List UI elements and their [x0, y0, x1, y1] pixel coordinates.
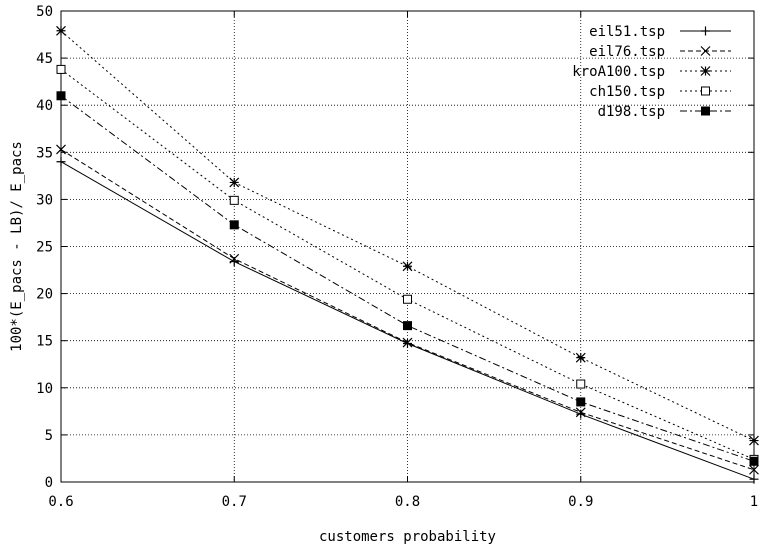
series-line: [60, 149, 755, 471]
data-point: [575, 407, 586, 418]
filled-square-marker: [229, 220, 239, 230]
star-marker: [700, 66, 711, 76]
plus-marker: [576, 409, 586, 419]
y-tick-label: 30: [36, 192, 53, 208]
data-point: [229, 177, 240, 188]
data-point: [749, 435, 759, 446]
y-axis-label: 100*(E_pacs - LB)/ E_pacs: [9, 141, 25, 352]
legend-item: eil76.tsp: [589, 44, 731, 60]
legend-label: d198.tsp: [598, 104, 665, 120]
filled-square-marker: [749, 456, 759, 466]
series-eil76.tsp: [56, 144, 759, 475]
x-tick-label: 0.6: [48, 494, 73, 510]
star-marker: [575, 352, 586, 363]
cross-marker: [56, 144, 66, 155]
series-group: [56, 25, 759, 484]
axes: [60, 10, 755, 483]
y-tick-label: 40: [36, 98, 53, 114]
x-tick-label: 0.8: [395, 494, 420, 510]
legend-label: eil51.tsp: [589, 24, 665, 40]
y-tick-label: 50: [36, 4, 53, 20]
legend-item: eil51.tsp: [589, 24, 731, 40]
x-tick-label: 0.7: [222, 494, 247, 510]
star-marker: [402, 261, 413, 272]
grid-lines: [61, 11, 754, 482]
cross-marker: [700, 46, 711, 56]
data-point: [403, 294, 412, 304]
plus-marker: [701, 26, 710, 36]
filled-square-marker: [701, 106, 710, 116]
data-point: [749, 464, 759, 475]
data-point: [749, 474, 759, 484]
data-point: [56, 144, 66, 155]
legend-label: eil76.tsp: [589, 44, 665, 60]
series-d198.tsp: [56, 91, 759, 466]
data-point: [576, 379, 586, 389]
cross-marker: [402, 337, 413, 348]
legend-label: ch150.tsp: [589, 84, 665, 100]
axis-ticks: 0 5 10 15 20 25 30 35 40 45 50 0.6 0.7 0.8 0.9 1: [36, 4, 758, 510]
series-kroA100.tsp: [56, 25, 759, 446]
y-tick-label: 5: [45, 428, 53, 444]
legend-label: kroA100.tsp: [572, 64, 665, 80]
star-marker: [749, 435, 759, 446]
cross-marker: [575, 407, 586, 418]
data-point: [229, 220, 239, 230]
x-tick-label: 0.9: [568, 494, 593, 510]
star-marker: [229, 177, 240, 188]
open-square-marker: [701, 86, 710, 96]
cross-marker: [229, 253, 240, 264]
y-tick-label: 0: [45, 475, 53, 491]
x-axis-label: customers probability: [319, 529, 496, 545]
data-point: [576, 409, 586, 419]
data-point: [229, 253, 240, 264]
filled-square-marker: [576, 397, 586, 407]
open-square-marker: [229, 195, 239, 205]
y-tick-label: 35: [36, 145, 53, 161]
cross-marker: [749, 464, 759, 475]
filled-square-marker: [56, 91, 66, 101]
data-point: [229, 195, 239, 205]
data-point: [575, 352, 586, 363]
plot-frame: [60, 10, 755, 483]
y-tick-label: 25: [36, 240, 53, 256]
plus-marker: [56, 157, 66, 167]
y-tick-label: 10: [36, 381, 53, 397]
data-point: [403, 321, 412, 331]
y-tick-label: 45: [36, 51, 53, 67]
y-tick-label: 20: [36, 287, 53, 303]
open-square-marker: [576, 379, 586, 389]
data-point: [402, 337, 413, 348]
data-point: [56, 64, 66, 74]
x-tick-label: 1: [750, 494, 758, 510]
legend-item: d198.tsp: [598, 104, 731, 120]
data-point: [576, 397, 586, 407]
data-point: [749, 456, 759, 466]
legend-item: ch150.tsp: [589, 84, 731, 100]
legend-item: kroA100.tsp: [572, 64, 731, 80]
data-point: [402, 261, 413, 272]
open-square-marker: [56, 64, 66, 74]
legend: eil51.tsp eil76.tsp kroA100.tsp ch150.tsp d1…: [572, 24, 731, 120]
filled-square-marker: [403, 321, 412, 331]
open-square-marker: [403, 294, 412, 304]
data-point: [56, 25, 66, 36]
data-point: [56, 91, 66, 101]
star-marker: [56, 25, 66, 36]
y-tick-label: 15: [36, 334, 53, 350]
data-point: [56, 157, 66, 167]
plus-marker: [749, 474, 759, 484]
